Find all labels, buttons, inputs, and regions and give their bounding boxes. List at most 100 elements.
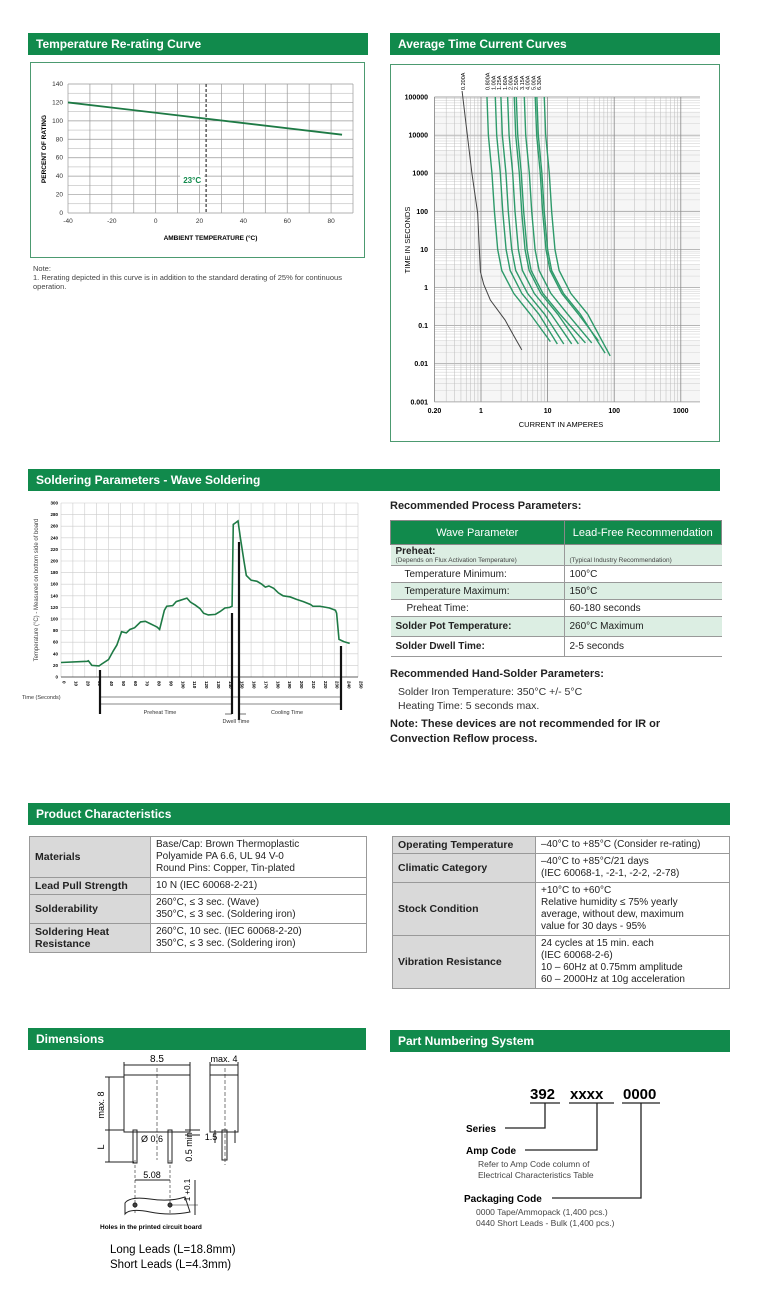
dim-height: max. 8 — [96, 1091, 106, 1118]
table-row: Temperature Maximum: 150°C — [390, 582, 722, 600]
amp-desc: Electrical Characteristics Table — [478, 1170, 594, 1180]
x-tick-label: 50 — [121, 681, 126, 687]
value-line: 350°C, ≤ 3 sec. (Soldering iron) — [156, 909, 296, 920]
value-line: –40°C to +85°C (Consider re-rating) — [541, 839, 701, 850]
y-tick-label: 300 — [50, 501, 58, 506]
value-line: Polyamide PA 6.6, UL 94 V-0 — [156, 851, 284, 862]
hand-solder-title: Recommended Hand-Solder Parameters: — [390, 668, 604, 680]
temperature-profile — [60, 519, 350, 667]
value-line: (IEC 60068-1, -2-1, -2-2, -2-78) — [541, 868, 680, 879]
x-tick-label: 110 — [192, 681, 197, 689]
x-tick-label: 150 — [240, 681, 245, 689]
product-table-right: Operating Temperature –40°C to +85°C (Con… — [392, 836, 730, 989]
dim-pitch: 5.08 — [143, 1170, 161, 1180]
x-tick-label: 10 — [73, 681, 78, 687]
characteristic-value: Base/Cap: Brown Thermoplastic Polyamide P… — [150, 836, 367, 878]
amp-code-label: Amp Code — [466, 1146, 516, 1157]
param-cell: Solder Dwell Time: — [390, 636, 565, 657]
y-tick-label: 200 — [50, 559, 58, 564]
dim-depth: max. 4 — [210, 1054, 237, 1064]
note-text: 1. Rerating depicted in this curve is in… — [33, 273, 342, 291]
y-tick-label: 180 — [50, 570, 58, 575]
packaging-label: Packaging Code — [464, 1194, 542, 1205]
x-tick-label: 60 — [133, 681, 138, 687]
section-header-part-numbering: Part Numbering System — [390, 1030, 730, 1052]
cooling-label: Cooling Time — [271, 710, 303, 716]
value-line: value for 30 days - 95% — [541, 921, 647, 932]
table-row: Temperature Minimum: 100°C — [390, 565, 722, 583]
value-line: 260°C, ≤ 3 sec. (Wave) — [156, 897, 260, 908]
x-tick-label: 190 — [287, 681, 292, 689]
value-line: +10°C to +60°C — [541, 885, 612, 896]
packaging-desc: 0000 Tape/Ammopack (1,400 pcs.) — [476, 1207, 608, 1217]
pcb-caption: Holes in the printed circuit board — [100, 1224, 202, 1231]
x-tick-label: 230 — [335, 681, 340, 689]
x-tick-label: 120 — [204, 681, 209, 689]
section-header-soldering: Soldering Parameters - Wave Soldering — [28, 469, 720, 491]
y-tick-label: 240 — [50, 535, 58, 540]
reflow-note: Note: These devices are not recommended … — [390, 718, 661, 745]
preheat-label: Preheat: — [395, 546, 436, 557]
param-cell: Temperature Maximum: — [390, 582, 565, 600]
x-tick-label: 160 — [252, 681, 257, 689]
value-line: 24 cycles at 15 min. each — [541, 938, 654, 949]
y-tick-label: 0 — [55, 675, 58, 680]
x-tick-label: 210 — [311, 681, 316, 689]
characteristic-value: 24 cycles at 15 min. each (IEC 60068-2-6)… — [535, 935, 730, 989]
y-tick-label: 220 — [50, 547, 58, 552]
hand-line: Solder Iron Temperature: 350°C +/- 5°C — [398, 686, 583, 698]
dim-pin-diameter: Ø 0.6 — [141, 1134, 163, 1144]
preheat-label: Preheat Time — [144, 710, 177, 716]
dim-lead: L — [96, 1144, 106, 1149]
dim-width: 8.5 — [150, 1054, 164, 1065]
y-tick-label: 120 — [50, 605, 58, 610]
series-label: Series — [466, 1124, 496, 1135]
x-tick-label: 180 — [275, 681, 280, 689]
value-line: 10 N (IEC 60068-2-21) — [156, 880, 258, 891]
value-line: average, without dew, maximum — [541, 909, 684, 920]
characteristic-label: Climatic Category — [392, 853, 536, 883]
value-line: Round Pins: Copper, Tin-plated — [156, 863, 295, 874]
param-cell: Temperature Minimum: — [390, 565, 565, 583]
hand-line: Heating Time: 5 seconds max. — [398, 700, 540, 712]
y-tick-label: 140 — [50, 593, 58, 598]
x-tick-label: 130 — [216, 681, 221, 689]
characteristic-value: 260°C, ≤ 3 sec. (Wave) 350°C, ≤ 3 sec. (S… — [150, 894, 367, 924]
table-row: Solderability 260°C, ≤ 3 sec. (Wave) 350°C… — [29, 894, 367, 924]
value-line: 10 – 60Hz at 0.75mm amplitude — [541, 962, 683, 973]
table-row: Climatic Category –40°C to +85°C/21 days(… — [392, 853, 730, 883]
characteristic-label: Operating Temperature — [392, 836, 536, 854]
section-header-dimensions: Dimensions — [28, 1028, 366, 1050]
x-tick-label: 220 — [323, 681, 328, 689]
y-tick-label: 160 — [50, 582, 58, 587]
table-row: Operating Temperature –40°C to +85°C (Con… — [392, 836, 730, 854]
preheat-sub: (Depends on Flux Activation Temperature) — [395, 557, 517, 564]
table-row: Solder Pot Temperature: 260°C Maximum — [390, 616, 722, 637]
value-cell: 60-180 seconds — [564, 599, 722, 617]
x-tick-label: 200 — [299, 681, 304, 689]
characteristic-label: Solderability — [29, 894, 151, 924]
value-line: Relative humidity ≤ 75% yearly — [541, 897, 678, 908]
col-header: Wave Parameter — [390, 520, 565, 545]
x-tick-label: 0 — [62, 681, 67, 684]
rerating-chart-frame — [30, 62, 365, 258]
value-line: 260°C, 10 sec. (IEC 60068-2-20) — [156, 926, 302, 937]
x-tick-label: 80 — [157, 681, 162, 687]
table-row: Preheat: (Depends on Flux Activation Temp… — [390, 544, 722, 566]
x-tick-label: 250 — [359, 681, 364, 689]
time-label: Time (Seconds) — [22, 695, 61, 701]
y-tick-label: 60 — [53, 640, 59, 645]
characteristic-label: Stock Condition — [392, 882, 536, 936]
characteristic-value: 10 N (IEC 60068-2-21) — [150, 877, 367, 895]
characteristic-value: –40°C to +85°C/21 days (IEC 60068-1, -2-1… — [535, 853, 730, 883]
table-row: Vibration Resistance 24 cycles at 15 min.… — [392, 935, 730, 989]
value-line: 60 – 2000Hz at 10g acceleration — [541, 974, 685, 985]
y-tick-label: 20 — [53, 663, 59, 668]
code-packaging: 0000 — [623, 1086, 656, 1103]
table-row: Soldering Heat Resistance 260°C, 10 sec. … — [29, 923, 367, 953]
table-row: Preheat Time: 60-180 seconds — [390, 599, 722, 617]
characteristic-label: Vibration Resistance — [392, 935, 536, 989]
table-row: Solder Dwell Time: 2-5 seconds — [390, 636, 722, 657]
param-cell: Solder Pot Temperature: — [390, 616, 565, 637]
table-row: Stock Condition +10°C to +60°C Relative hu… — [392, 882, 730, 936]
